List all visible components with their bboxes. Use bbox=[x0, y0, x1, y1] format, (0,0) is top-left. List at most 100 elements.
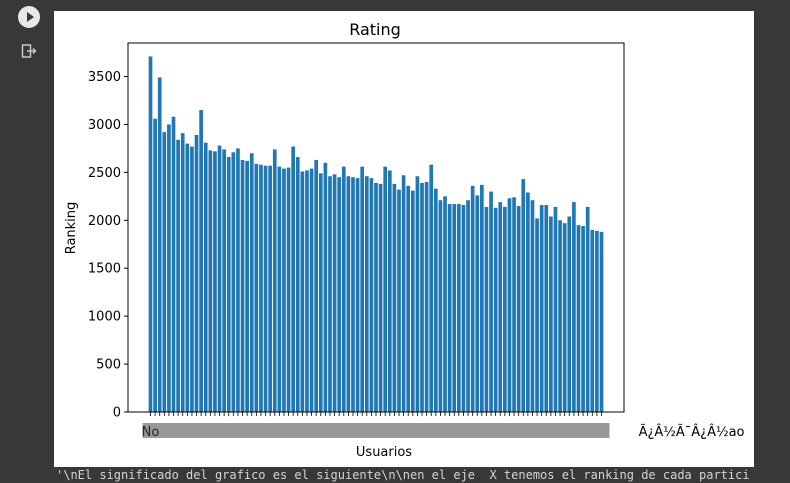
bar bbox=[576, 225, 581, 412]
bar bbox=[535, 218, 539, 412]
bar bbox=[194, 135, 199, 413]
bar bbox=[231, 152, 236, 413]
bar bbox=[383, 166, 388, 412]
bar bbox=[572, 202, 576, 412]
bar bbox=[213, 151, 217, 412]
bar bbox=[162, 132, 167, 412]
x-tick-label-last: Ã¿Â½Ã¯Â¿Â½ao bbox=[639, 424, 745, 440]
y-axis: 0 500 1000 1500 2000 2500 3000 3500 bbox=[88, 70, 128, 421]
bar bbox=[263, 165, 268, 412]
bar bbox=[277, 166, 282, 412]
bar bbox=[549, 216, 553, 412]
bar bbox=[558, 220, 562, 412]
bar bbox=[305, 170, 309, 412]
bar bbox=[364, 176, 369, 412]
bar bbox=[346, 176, 351, 412]
bar bbox=[360, 166, 365, 412]
cell-top-strip bbox=[54, 0, 790, 11]
bar bbox=[480, 184, 484, 412]
bar bbox=[309, 168, 314, 412]
bar bbox=[167, 124, 171, 412]
bar bbox=[203, 142, 208, 412]
bar bbox=[222, 149, 226, 412]
bar bbox=[190, 146, 194, 412]
bar bbox=[590, 229, 595, 412]
bar bbox=[544, 204, 549, 412]
bar bbox=[176, 139, 180, 412]
bar bbox=[438, 200, 443, 412]
bar bbox=[171, 116, 176, 413]
bar bbox=[268, 165, 272, 412]
bar bbox=[461, 204, 466, 412]
bar bbox=[595, 230, 599, 412]
bar bbox=[401, 175, 406, 412]
bar bbox=[328, 176, 332, 412]
bar bbox=[332, 174, 337, 412]
bar bbox=[493, 207, 498, 412]
chart-title: Rating bbox=[349, 20, 401, 39]
bar bbox=[378, 183, 383, 412]
plot-area-frame bbox=[127, 42, 625, 413]
bar bbox=[415, 176, 420, 412]
bar bbox=[148, 56, 153, 412]
bar bbox=[466, 200, 470, 412]
y-tick-label: 1500 bbox=[88, 262, 121, 277]
bar bbox=[157, 77, 162, 412]
bars-group bbox=[148, 56, 604, 413]
bar bbox=[387, 170, 392, 412]
y-tick-label: 2000 bbox=[88, 214, 121, 229]
chart-output: Rating 0 500 1000 1500 2000 2500 3000 3500 NoÃ¿… bbox=[54, 11, 754, 467]
bar bbox=[245, 160, 249, 412]
bar bbox=[429, 164, 434, 412]
bar bbox=[424, 181, 429, 412]
bar bbox=[526, 192, 530, 412]
bar bbox=[516, 205, 521, 412]
bar bbox=[521, 179, 526, 412]
bar bbox=[217, 145, 222, 412]
bar bbox=[351, 177, 355, 412]
bar-chart: Rating 0 500 1000 1500 2000 2500 3000 3500 NoÃ¿… bbox=[64, 20, 745, 460]
bar bbox=[489, 191, 493, 412]
bar bbox=[249, 153, 254, 413]
bar bbox=[406, 185, 411, 412]
bar bbox=[420, 182, 424, 412]
bar bbox=[397, 189, 401, 412]
output-redirect-icon[interactable] bbox=[20, 42, 38, 60]
bar bbox=[392, 183, 397, 412]
bar bbox=[341, 166, 346, 412]
bar bbox=[433, 188, 438, 412]
bar bbox=[254, 163, 259, 412]
bar bbox=[456, 204, 461, 412]
bar bbox=[355, 178, 360, 412]
bar bbox=[180, 133, 185, 412]
bar bbox=[410, 190, 415, 412]
bar bbox=[272, 149, 277, 412]
run-cell-button[interactable] bbox=[18, 6, 40, 28]
play-icon bbox=[27, 12, 34, 22]
bar bbox=[153, 118, 157, 412]
cell-text-output: '\nEl significado del grafico es el sigu… bbox=[56, 468, 750, 482]
bar bbox=[337, 177, 342, 412]
y-tick-label: 2500 bbox=[88, 166, 121, 181]
bar bbox=[369, 178, 374, 412]
bar bbox=[452, 204, 457, 412]
bar bbox=[282, 168, 286, 412]
bar bbox=[599, 231, 604, 412]
bar bbox=[286, 167, 291, 412]
bar bbox=[530, 200, 535, 412]
bar bbox=[300, 171, 305, 412]
bar bbox=[199, 110, 203, 412]
bar bbox=[291, 146, 296, 412]
bar bbox=[507, 198, 512, 412]
x-tick-labels-overlap bbox=[142, 423, 610, 438]
bar bbox=[236, 148, 240, 412]
bar bbox=[581, 226, 585, 412]
bar bbox=[503, 206, 507, 412]
bar bbox=[562, 223, 567, 412]
cell-gutter bbox=[0, 0, 54, 483]
bar bbox=[553, 206, 558, 412]
bar bbox=[240, 159, 245, 412]
bar bbox=[314, 159, 319, 412]
bar bbox=[318, 173, 323, 412]
bar bbox=[475, 195, 480, 412]
